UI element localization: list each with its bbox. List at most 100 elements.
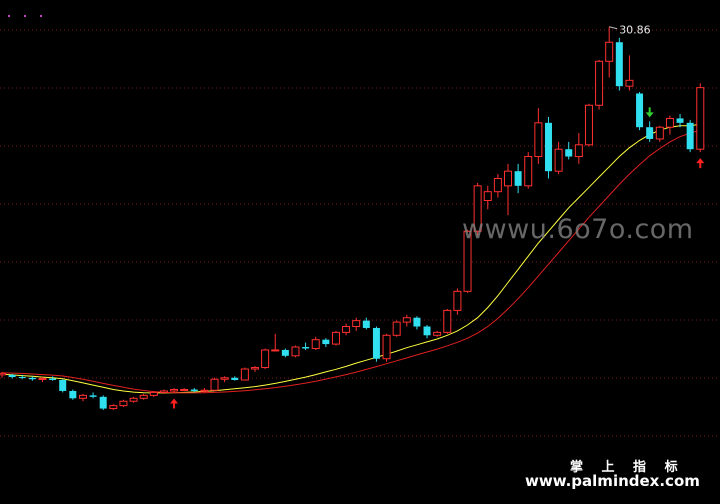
candle (372, 326, 380, 362)
candle (170, 388, 179, 393)
candle (483, 185, 492, 210)
candle (676, 114, 684, 128)
ma-line (1, 123, 701, 394)
candle-body (595, 60, 604, 106)
candle-body (109, 405, 118, 410)
peak-annotation: 30.86 (609, 24, 651, 37)
candle (534, 108, 543, 164)
candle-body (605, 41, 614, 62)
candle-body (200, 389, 209, 392)
peak-leader-line (609, 26, 618, 30)
candle (251, 366, 259, 372)
candle (544, 116, 552, 179)
candle-body (342, 326, 351, 333)
peak-label: 30.86 (619, 24, 651, 37)
candle (453, 288, 462, 315)
candle-body (210, 378, 219, 391)
buy-arrow (170, 398, 179, 409)
candle (524, 152, 533, 189)
candle-body (433, 331, 442, 336)
candle-body (504, 170, 512, 187)
candle (59, 379, 67, 393)
candle (554, 141, 563, 175)
candle (99, 395, 107, 411)
candle-body (18, 377, 26, 379)
sell-arrow (645, 107, 654, 118)
candle-body (139, 394, 148, 399)
candle (473, 182, 482, 236)
candle (281, 348, 289, 358)
candle-body (271, 349, 280, 352)
candle-body (544, 122, 552, 172)
candle-body (423, 326, 431, 336)
candle-body (89, 395, 97, 397)
candle-body (129, 397, 138, 402)
candle-body (615, 42, 623, 87)
candle-body (686, 122, 694, 150)
candle (159, 389, 168, 394)
candle-body (443, 309, 452, 333)
candle (574, 133, 583, 164)
candle (636, 92, 644, 131)
candle (392, 320, 401, 337)
candle-body (584, 104, 593, 146)
moving-average-lines (1, 123, 701, 394)
candle-body (636, 93, 644, 128)
candle (38, 377, 47, 383)
candle (240, 367, 249, 381)
candle (261, 348, 270, 369)
buy-arrow (696, 158, 705, 169)
candle (129, 396, 138, 403)
candle (342, 323, 351, 336)
candle-body (78, 394, 87, 399)
candle-body (453, 290, 462, 311)
candle (119, 399, 128, 408)
candle-body (240, 368, 249, 381)
candle-body (646, 127, 654, 139)
candle (89, 392, 97, 399)
candle (402, 314, 411, 327)
candle-body (311, 339, 320, 349)
candle (28, 376, 36, 381)
candle (139, 393, 148, 400)
candle (331, 330, 340, 346)
candle (271, 333, 280, 352)
candle (615, 37, 623, 91)
candle-body (402, 317, 411, 323)
candle (413, 316, 421, 330)
candle (302, 342, 310, 350)
candle (584, 103, 593, 147)
candle-body (331, 331, 340, 345)
candle (18, 374, 26, 380)
candle-body (483, 191, 492, 201)
candle (443, 308, 452, 334)
candle-body (413, 317, 421, 327)
candle-body (565, 149, 573, 157)
candle (352, 317, 361, 331)
candle-body (625, 79, 634, 87)
candle (655, 125, 664, 142)
site-url: www.palmindex.com (525, 472, 700, 490)
candle (210, 377, 219, 391)
candle-body (493, 178, 502, 193)
candle-body (291, 346, 300, 357)
candle (686, 119, 694, 153)
candle-body (302, 347, 310, 349)
candle-body (382, 334, 391, 360)
candle-body (231, 377, 239, 380)
candle-body (524, 156, 533, 187)
candle-body (665, 117, 674, 128)
candle-body (220, 377, 229, 380)
candle-body (119, 400, 128, 407)
candle (311, 336, 320, 350)
ma-line (1, 129, 701, 394)
brand-label: 掌 上 指 标 (570, 460, 685, 475)
candle (665, 115, 674, 135)
candle-body (251, 367, 259, 370)
candle (493, 174, 502, 198)
candle (149, 390, 158, 397)
candle (291, 345, 300, 358)
candle-body (159, 390, 168, 393)
candle-body (180, 389, 189, 392)
candle-body (170, 389, 179, 392)
